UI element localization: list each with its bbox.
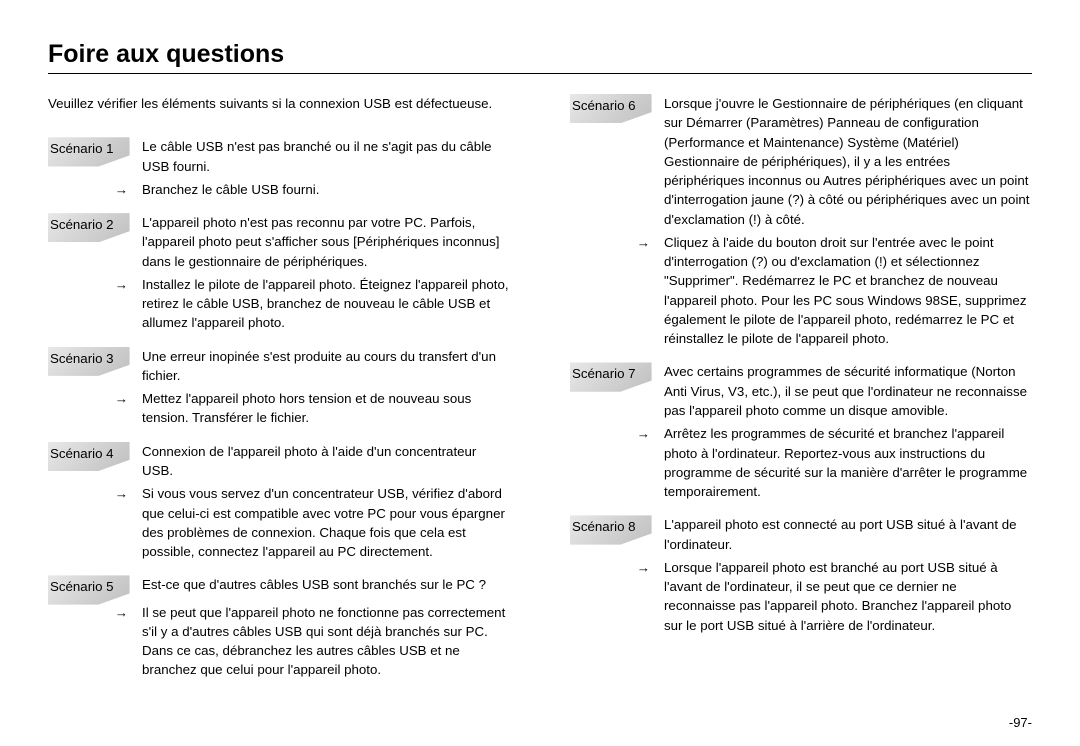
scenario-label: Scénario 8 bbox=[572, 519, 636, 534]
arrow-icon: → bbox=[115, 391, 128, 406]
scenario-action: Si vous vous servez d'un concentrateur U… bbox=[142, 484, 510, 561]
title-rule bbox=[48, 73, 1032, 74]
scenario-label: Scénario 4 bbox=[50, 446, 114, 461]
scenario-block: Scénario 6 Lorsque j'ouvre le Gestionnai… bbox=[570, 94, 1032, 348]
scenario-action: Branchez le câble USB fourni. bbox=[142, 180, 510, 199]
scenario-block: Scénario 2 L'appareil photo n'est pas re… bbox=[48, 213, 510, 333]
two-column-layout: Veuillez vérifier les éléments suivants … bbox=[48, 94, 1032, 694]
scenario-desc: L'appareil photo est connecté au port US… bbox=[664, 515, 1032, 554]
scenario-label: Scénario 7 bbox=[572, 366, 636, 381]
scenario-label: Scénario 3 bbox=[50, 351, 114, 366]
arrow-icon: → bbox=[637, 426, 650, 441]
scenario-action: Arrêtez les programmes de sécurité et br… bbox=[664, 424, 1032, 501]
scenario-action: Il se peut que l'appareil photo ne fonct… bbox=[142, 603, 510, 680]
arrow-icon: → bbox=[637, 560, 650, 575]
scenario-label-cell: Scénario 1 bbox=[48, 137, 142, 160]
arrow-icon: → bbox=[637, 235, 650, 250]
scenario-block: Scénario 7 Avec certains programmes de s… bbox=[570, 362, 1032, 501]
scenario-block: Scénario 1 Le câble USB n'est pas branch… bbox=[48, 137, 510, 199]
scenario-action: Mettez l'appareil photo hors tension et … bbox=[142, 389, 510, 428]
scenario-action: Cliquez à l'aide du bouton droit sur l'e… bbox=[664, 233, 1032, 349]
scenario-label: Scénario 5 bbox=[50, 579, 114, 594]
scenario-desc: Avec certains programmes de sécurité inf… bbox=[664, 362, 1032, 420]
scenario-block: Scénario 5 Est-ce que d'autres câbles US… bbox=[48, 575, 510, 679]
scenario-action: Lorsque l'appareil photo est branché au … bbox=[664, 558, 1032, 635]
scenario-action: Installez le pilote de l'appareil photo.… bbox=[142, 275, 510, 333]
scenario-desc: Connexion de l'appareil photo à l'aide d… bbox=[142, 442, 510, 481]
scenario-block: Scénario 4 Connexion de l'appareil photo… bbox=[48, 442, 510, 562]
scenario-label-cell: Scénario 4 bbox=[48, 442, 142, 465]
intro-text: Veuillez vérifier les éléments suivants … bbox=[48, 94, 510, 113]
scenario-desc: Est-ce que d'autres câbles USB sont bran… bbox=[142, 575, 510, 594]
scenario-label: Scénario 1 bbox=[50, 141, 114, 156]
scenario-label-cell: Scénario 5 bbox=[48, 575, 142, 598]
arrow-icon: → bbox=[115, 277, 128, 292]
scenario-label: Scénario 6 bbox=[572, 98, 636, 113]
scenario-label-cell: Scénario 7 bbox=[570, 362, 664, 385]
arrow-icon: → bbox=[115, 486, 128, 501]
scenario-block: Scénario 8 L'appareil photo est connecté… bbox=[570, 515, 1032, 635]
arrow-icon: → bbox=[115, 182, 128, 197]
scenario-label-cell: Scénario 2 bbox=[48, 213, 142, 236]
right-column: Scénario 6 Lorsque j'ouvre le Gestionnai… bbox=[570, 94, 1032, 694]
left-column: Veuillez vérifier les éléments suivants … bbox=[48, 94, 510, 694]
scenario-block: Scénario 3 Une erreur inopinée s'est pro… bbox=[48, 347, 510, 428]
scenario-desc: Lorsque j'ouvre le Gestionnaire de périp… bbox=[664, 94, 1032, 229]
scenario-label-cell: Scénario 6 bbox=[570, 94, 664, 117]
page-root: Foire aux questions Veuillez vérifier le… bbox=[0, 0, 1080, 746]
scenario-label: Scénario 2 bbox=[50, 217, 114, 232]
scenario-desc: Le câble USB n'est pas branché ou il ne … bbox=[142, 137, 510, 176]
scenario-label-cell: Scénario 3 bbox=[48, 347, 142, 370]
arrow-icon: → bbox=[115, 605, 128, 620]
scenario-desc: Une erreur inopinée s'est produite au co… bbox=[142, 347, 510, 386]
page-number: -97- bbox=[1009, 715, 1032, 730]
page-title: Foire aux questions bbox=[48, 40, 1032, 69]
scenario-label-cell: Scénario 8 bbox=[570, 515, 664, 538]
scenario-desc: L'appareil photo n'est pas reconnu par v… bbox=[142, 213, 510, 271]
